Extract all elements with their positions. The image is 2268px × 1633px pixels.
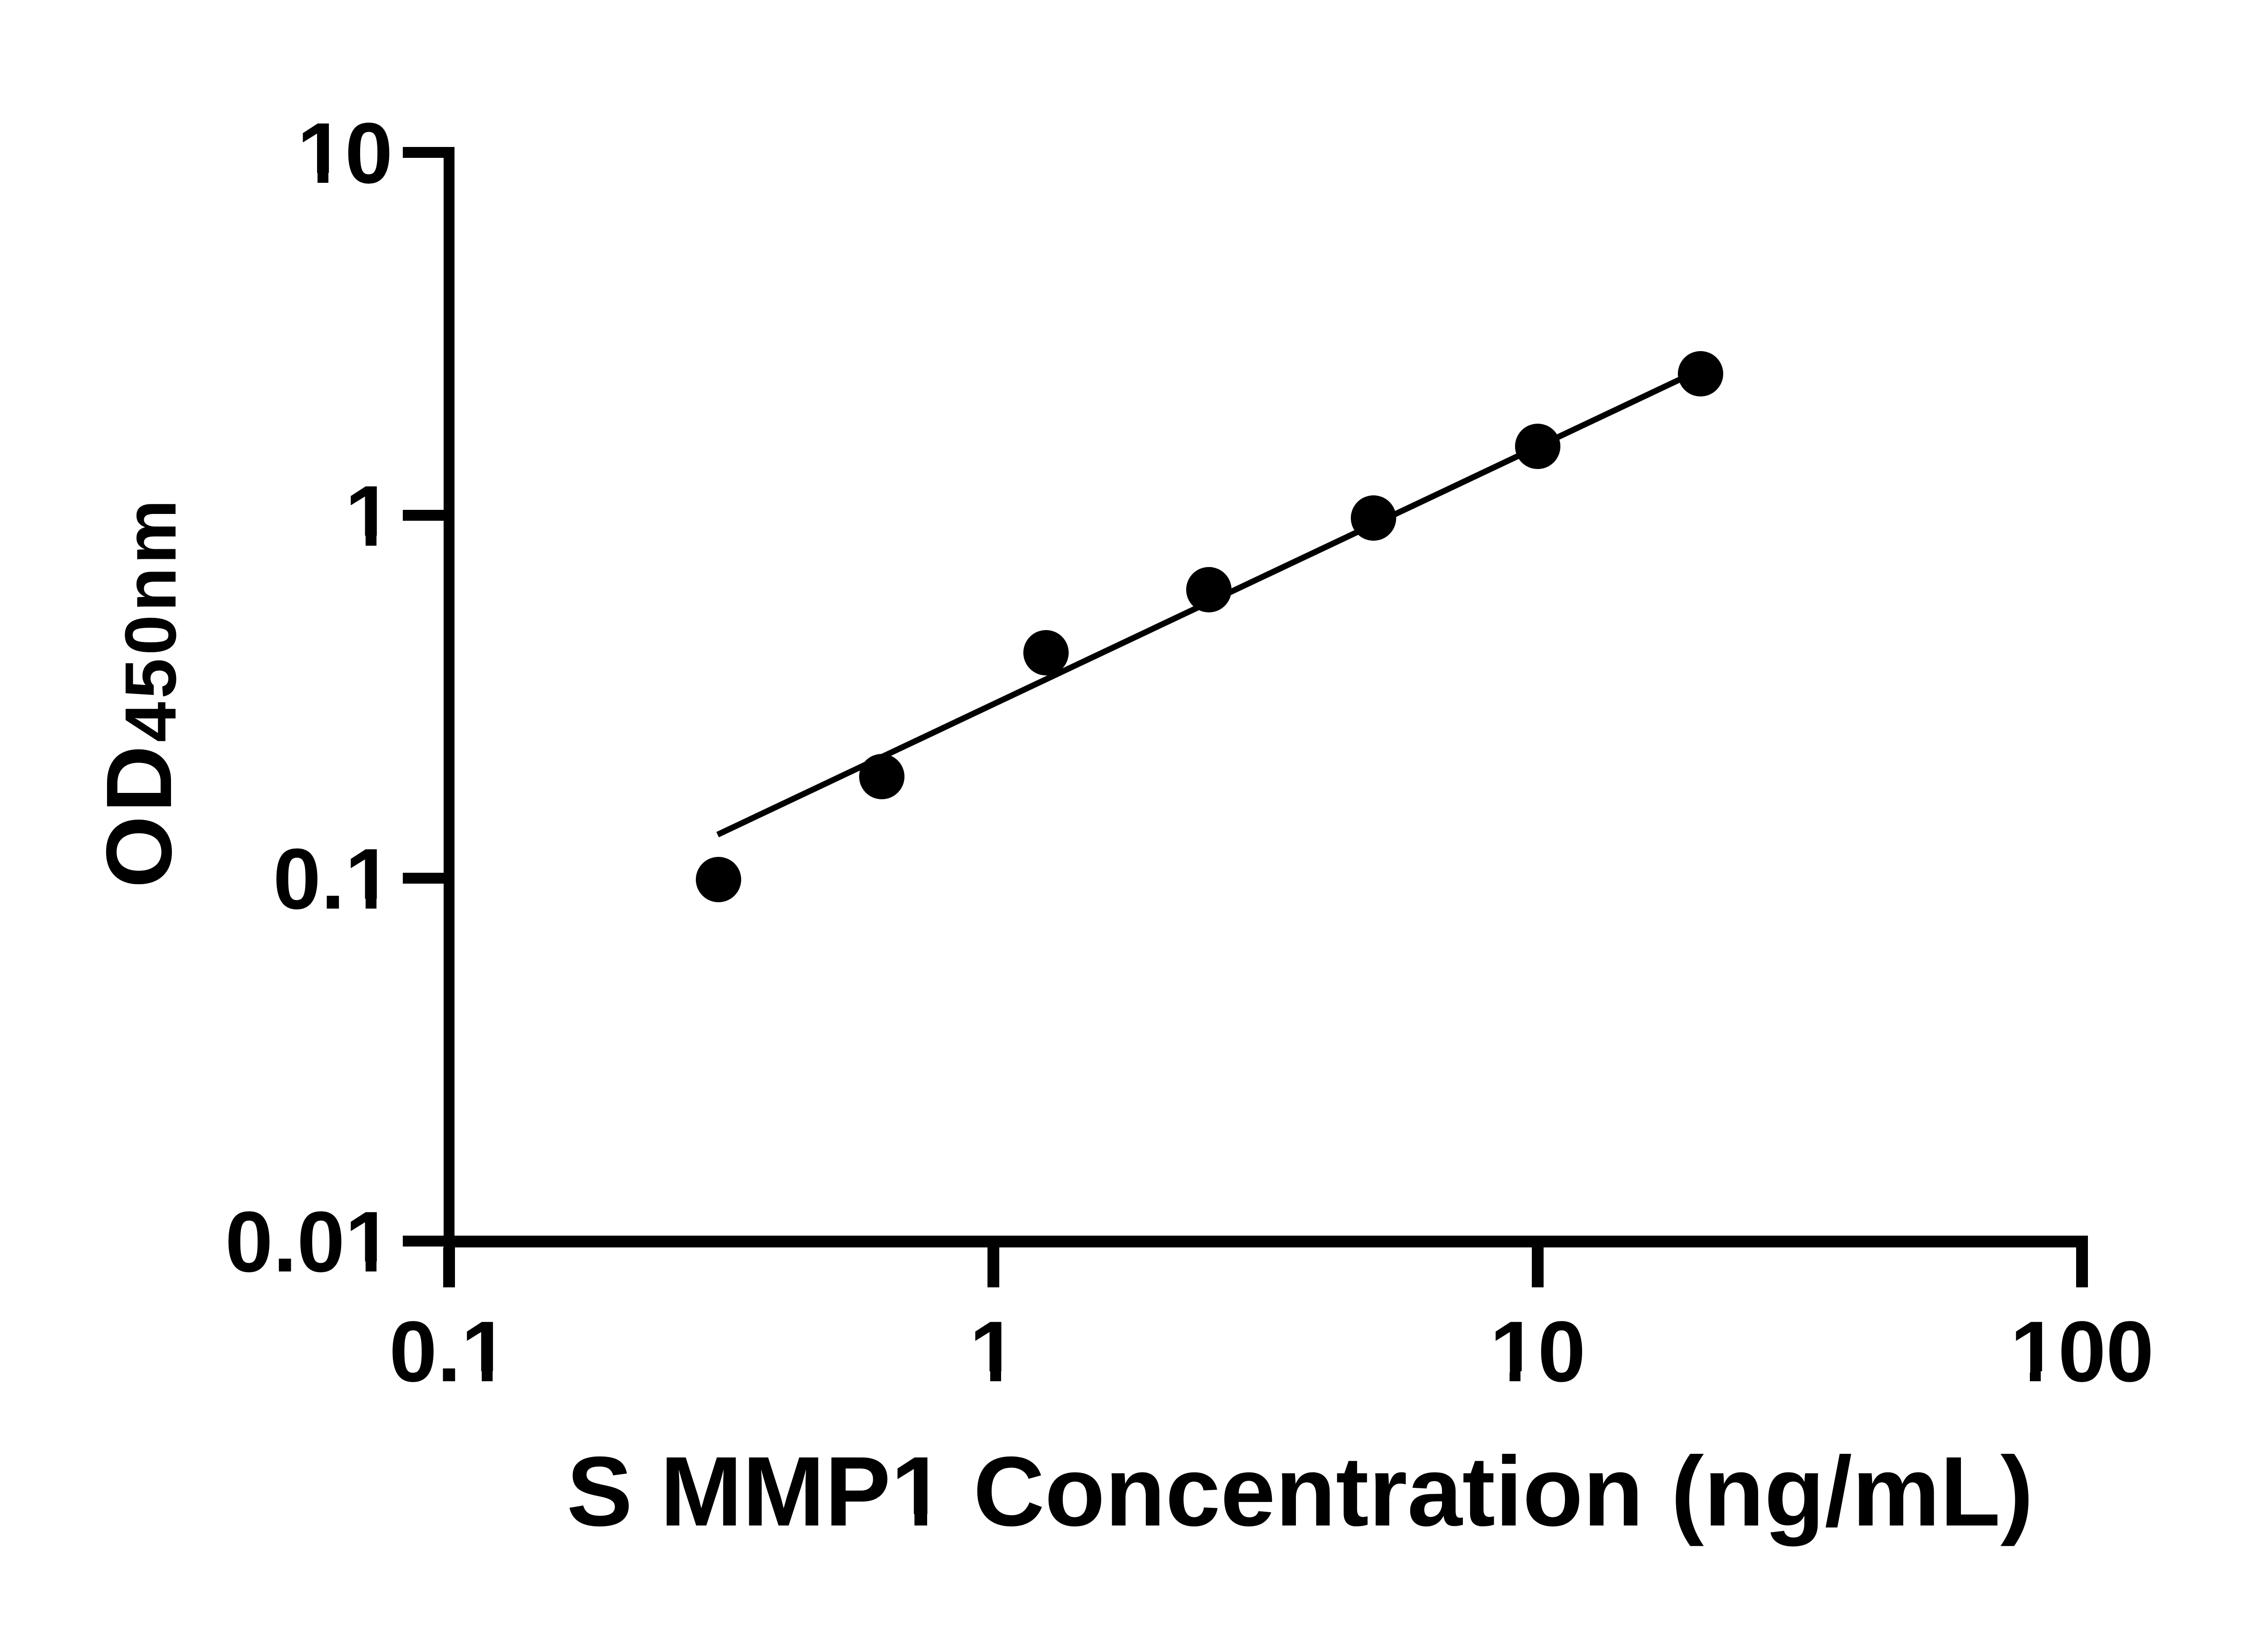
svg-text:1: 1 — [969, 1304, 1017, 1400]
svg-text:0.1: 0.1 — [273, 831, 393, 927]
svg-text:100: 100 — [2010, 1304, 2154, 1400]
svg-text:S MMP1 Concentration (ng/mL): S MMP1 Concentration (ng/mL) — [567, 1437, 2033, 1547]
svg-text:0.01: 0.01 — [225, 1194, 393, 1290]
svg-text:10: 10 — [1490, 1304, 1585, 1400]
svg-text:0.1: 0.1 — [389, 1304, 509, 1400]
svg-text:10: 10 — [297, 105, 393, 201]
svg-text:1: 1 — [345, 468, 393, 564]
